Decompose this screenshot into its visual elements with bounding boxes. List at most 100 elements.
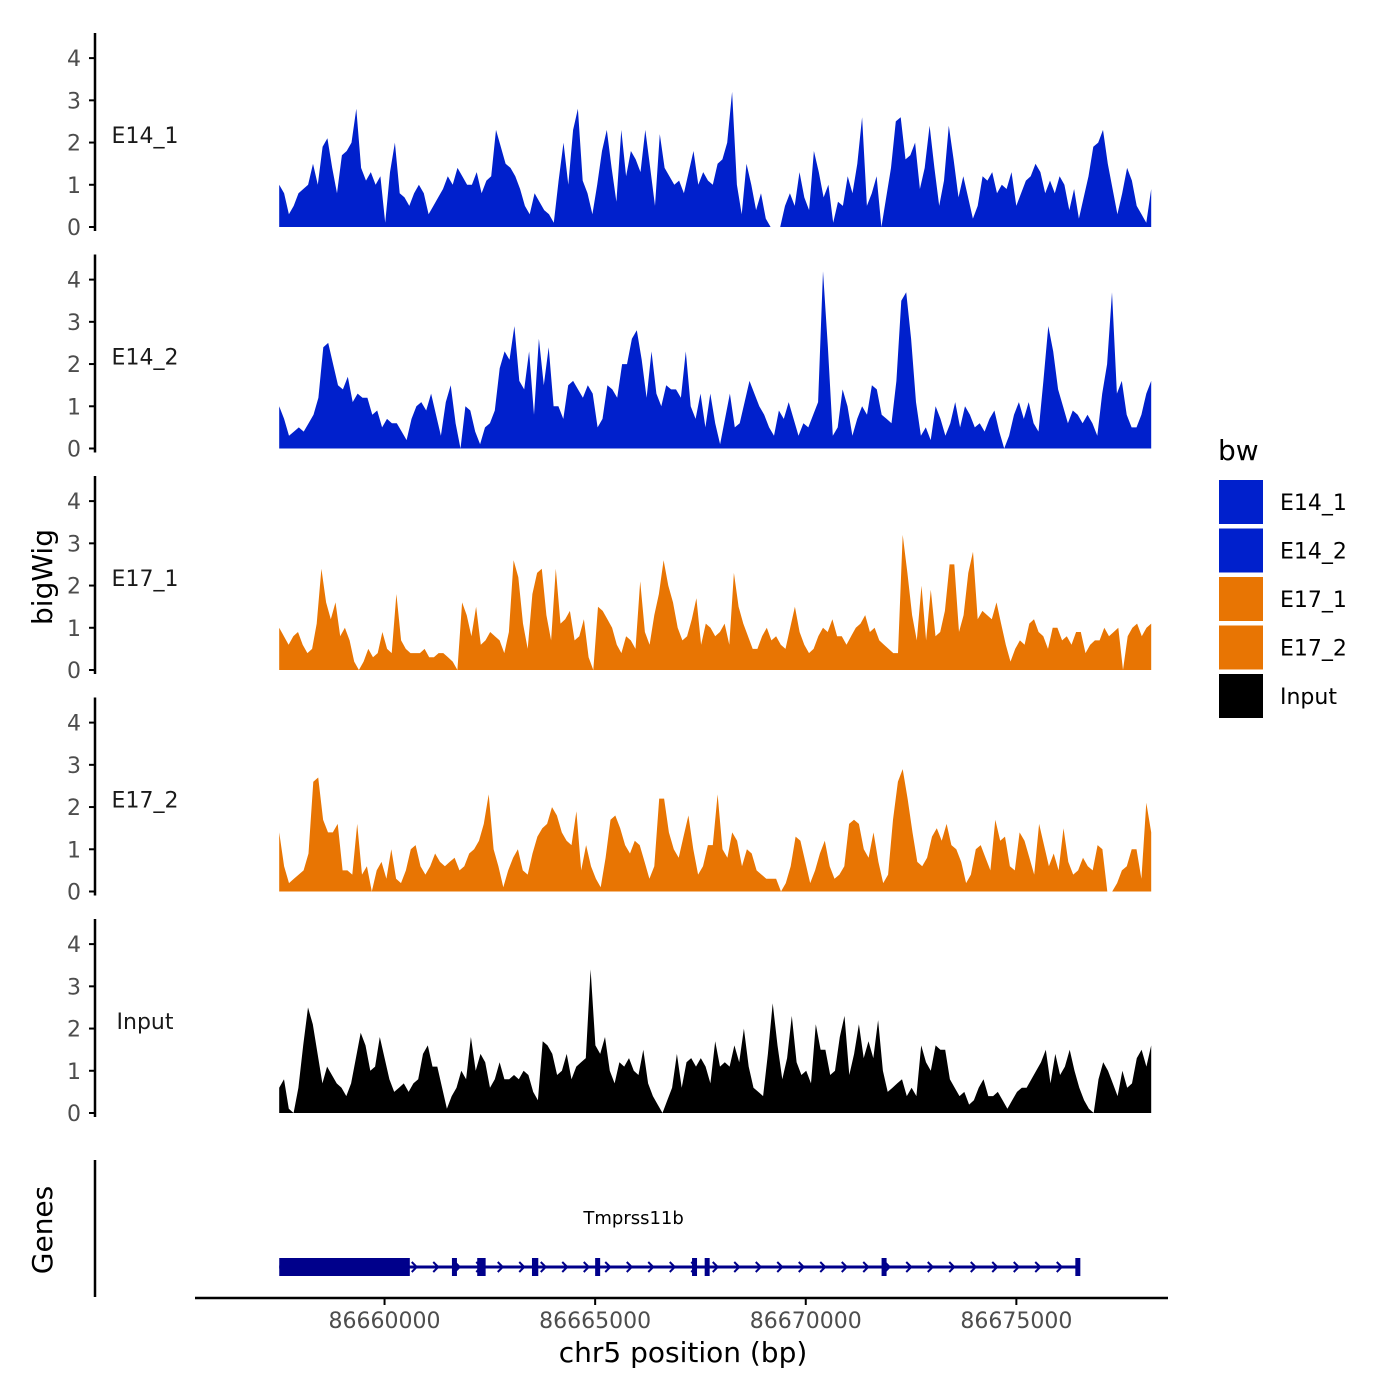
legend-swatch [1219,625,1263,670]
strand-arrow [561,1261,569,1273]
gene-exon [692,1258,698,1276]
track-label: Input [117,1010,174,1035]
gene-tmprss11b: Tmprss11b [279,1208,1081,1276]
series-area-e17-2 [279,769,1152,892]
gene-exon [477,1258,486,1276]
strand-arrow [411,1261,419,1273]
gene-panel: Tmprss11b [93,1160,1081,1297]
y-tick-label: 4 [67,47,81,72]
strand-arrow [1056,1261,1064,1273]
series-area-e14-1 [279,91,1152,228]
legend-swatch [1219,577,1263,621]
x-axis: 86660000 86665000 86670000 86675000 [195,1296,1168,1334]
y-tick-label: 4 [67,933,81,958]
strand-arrow [1034,1261,1042,1273]
legend-label: E14_1 [1280,491,1347,516]
y-tick-label: 0 [67,216,81,241]
legend-item-e14-2: E14_2 [1219,528,1347,573]
legend-label: E14_2 [1280,540,1347,565]
strand-arrow [798,1261,806,1273]
track-e14-1: 0 1 2 3 4 E14_1 [67,33,1152,241]
strand-arrow [1013,1261,1021,1273]
strand-arrow [927,1261,935,1273]
strand-arrow [432,1261,440,1273]
y-tick-label: 3 [67,754,81,779]
strand-arrow [776,1261,784,1273]
strand-arrow [583,1261,591,1273]
gene-exon [595,1258,601,1276]
track-label: E17_2 [112,789,179,814]
legend-item-e17-1: E17_1 [1219,577,1347,621]
strand-arrow [970,1261,978,1273]
track-label: E14_2 [112,346,179,371]
y-tick-label: 1 [67,174,81,199]
track-e14-2: 0 1 2 3 4 E14_2 [67,254,1152,463]
y-tick-label: 2 [67,132,81,157]
y-tick-label: 0 [67,881,81,906]
track-e17-1: 0 1 2 3 4 E17_1 [67,476,1152,684]
series-area-e14-2 [279,271,1152,449]
strand-arrow [755,1261,763,1273]
strand-arrow [669,1261,677,1273]
x-tick-label: 86665000 [539,1309,651,1334]
strand-arrow [647,1261,655,1273]
x-tick-label: 86670000 [750,1309,862,1334]
x-axis-title: chr5 position (bp) [559,1336,808,1369]
legend-swatch [1219,674,1263,718]
track-label: E14_1 [112,124,179,149]
y-tick-label: 0 [67,1102,81,1127]
y-tick-label: 1 [67,838,81,863]
strand-arrow [905,1261,913,1273]
legend-label: E17_2 [1280,637,1347,662]
legend: bw E14_1 E14_2 E17_1 E17_2 Input [1218,434,1347,718]
legend-label: E17_1 [1280,588,1347,613]
track-input: 0 1 2 3 4 Input [67,919,1152,1127]
strand-arrow [862,1261,870,1273]
track-label: E17_1 [112,567,179,592]
y-tick-label: 0 [67,659,81,684]
y-tick-label: 1 [67,617,81,642]
legend-item-input: Input [1219,674,1337,718]
y-tick-label: 1 [67,1060,81,1085]
y-tick-label: 4 [67,269,81,294]
track-e17-2: 0 1 2 3 4 E17_2 [67,697,1152,906]
legend-swatch [1219,528,1263,573]
x-tick-label: 86675000 [960,1309,1072,1334]
gene-exon [881,1258,887,1276]
legend-title: bw [1218,434,1259,467]
gene-exon [279,1258,410,1276]
strand-arrow [733,1261,741,1273]
strand-arrow [497,1261,505,1273]
y-tick-label: 2 [67,575,81,600]
strand-arrow [819,1261,827,1273]
gene-exon [704,1258,710,1276]
series-area-input [279,969,1152,1113]
y-tick-label: 3 [67,532,81,557]
legend-item-e17-2: E17_2 [1219,625,1347,670]
legend-swatch [1219,480,1263,524]
y-tick-label: 2 [67,353,81,378]
genes-panel-title: Genes [26,1186,59,1274]
gene-exon [1075,1258,1081,1276]
gene-exon [531,1258,539,1276]
legend-item-e14-1: E14_1 [1219,480,1347,524]
y-tick-label: 1 [67,395,81,420]
y-axis-title: bigWig [26,529,59,625]
strand-arrow [948,1261,956,1273]
y-tick-label: 2 [67,796,81,821]
y-tick-label: 3 [67,311,81,336]
strand-arrow [518,1261,526,1273]
y-tick-label: 4 [67,712,81,737]
gene-label: Tmprss11b [582,1208,683,1229]
strand-arrow [540,1261,548,1273]
y-tick-label: 3 [67,975,81,1000]
strand-arrow [991,1261,999,1273]
legend-label: Input [1280,685,1337,710]
strand-arrow [604,1261,612,1273]
y-tick-label: 2 [67,1018,81,1043]
gene-exon [451,1258,457,1276]
y-tick-label: 3 [67,89,81,114]
x-tick-label: 86660000 [329,1309,441,1334]
y-tick-label: 0 [67,438,81,463]
